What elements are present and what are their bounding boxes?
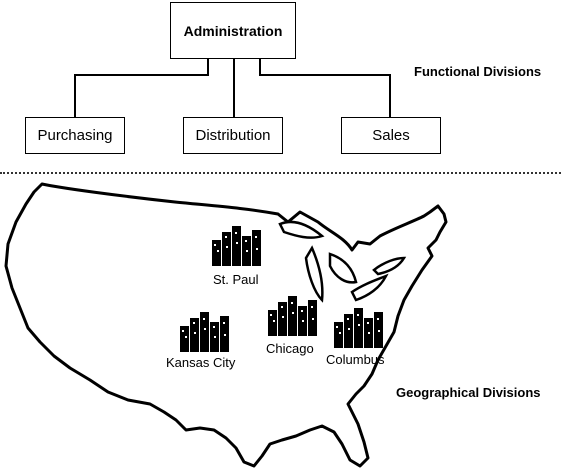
city-skyline-icon [268,296,317,336]
distribution-box: Distribution [183,117,283,154]
purchasing-box: Purchasing [25,117,125,154]
city-skyline-icon [180,312,229,352]
geographical-divisions-heading: Geographical Divisions [396,385,541,400]
distribution-label: Distribution [195,127,271,144]
city-skyline-icon [212,226,261,266]
city-label-kansas-city: Kansas City [166,355,236,370]
administration-label: Administration [183,22,283,39]
city-skyline-icon [334,308,383,348]
city-label-st-paul: St. Paul [213,272,259,287]
sales-box: Sales [341,117,441,154]
section-divider [0,172,561,174]
city-label-chicago: Chicago [266,341,314,356]
org-chart-connectors [74,58,391,118]
administration-box: Administration [170,2,296,59]
city-label-columbus: Columbus [326,352,385,367]
functional-divisions-heading: Functional Divisions [414,64,542,79]
purchasing-label: Purchasing [37,127,113,144]
sales-label: Sales [372,127,410,144]
